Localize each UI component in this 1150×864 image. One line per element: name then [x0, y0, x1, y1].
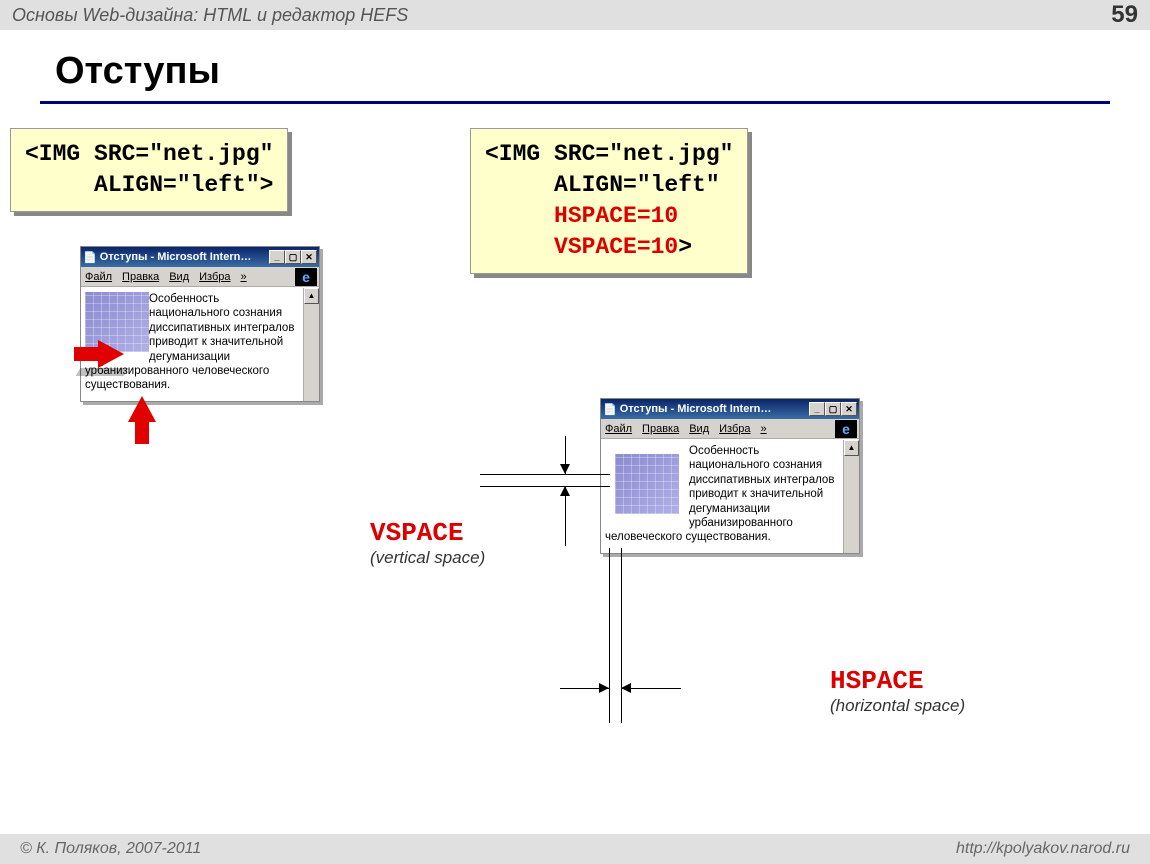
code-vspace: VSPACE=10	[554, 234, 678, 260]
menu-fav[interactable]: Избра	[199, 271, 230, 283]
close-button[interactable]: ✕	[301, 250, 317, 264]
footer-copyright: © К. Поляков, 2007-2011	[20, 840, 201, 858]
browser-title: Отступы - Microsoft Intern…	[100, 251, 252, 263]
menu-file[interactable]: Файл	[605, 423, 632, 435]
code-line: <IMG SRC="net.jpg"	[25, 141, 273, 167]
code-box-right: <IMG SRC="net.jpg" ALIGN="left" HSPACE=1…	[470, 128, 748, 274]
slide-content: <IMG SRC="net.jpg" ALIGN="left"> <IMG SR…	[0, 128, 1150, 848]
browser-titlebar: 📄 Отступы - Microsoft Intern… _ ▢ ✕	[81, 247, 319, 267]
header-title: Основы Web-дизайна: HTML и редактор HEFS	[12, 5, 408, 26]
menu-chevron[interactable]: »	[241, 271, 247, 283]
code-line: ALIGN="left">	[25, 172, 273, 198]
dim-arrow-icon	[560, 464, 570, 474]
browser-menubar: Файл Правка Вид Избра » e	[81, 267, 319, 287]
code-line	[485, 203, 554, 229]
maximize-button[interactable]: ▢	[825, 402, 841, 416]
scroll-up-icon[interactable]: ▲	[844, 440, 859, 456]
minimize-button[interactable]: _	[269, 250, 285, 264]
code-line: >	[678, 234, 692, 260]
scrollbar[interactable]: ▲	[303, 288, 319, 401]
dim-line	[480, 486, 610, 487]
scroll-up-icon[interactable]: ▲	[304, 288, 319, 304]
hspace-sublabel: (horizontal space)	[830, 696, 965, 716]
code-hspace: HSPACE=10	[554, 203, 678, 229]
browser-menubar: Файл Правка Вид Избра » e	[601, 419, 859, 439]
code-box-left: <IMG SRC="net.jpg" ALIGN="left">	[10, 128, 288, 212]
browser-titlebar: 📄 Отступы - Microsoft Intern… _ ▢ ✕	[601, 399, 859, 419]
menu-file[interactable]: Файл	[85, 271, 112, 283]
code-line: <IMG SRC="net.jpg"	[485, 141, 733, 167]
browser-window-right: 📄 Отступы - Microsoft Intern… _ ▢ ✕ Файл…	[600, 398, 860, 554]
minimize-button[interactable]: _	[809, 402, 825, 416]
red-arrow-right-icon	[98, 340, 124, 368]
footer-url: http://kpolyakov.narod.ru	[956, 840, 1130, 858]
dim-arrow-icon	[560, 486, 570, 496]
close-button[interactable]: ✕	[841, 402, 857, 416]
page-number: 59	[1111, 1, 1138, 29]
menu-fav[interactable]: Избра	[719, 423, 750, 435]
ie-logo-icon: e	[295, 268, 317, 286]
ie-page-icon: 📄	[83, 251, 97, 264]
slide-header: Основы Web-дизайна: HTML и редактор HEFS…	[0, 0, 1150, 30]
menu-view[interactable]: Вид	[689, 423, 709, 435]
code-line: ALIGN="left"	[485, 172, 720, 198]
maximize-button[interactable]: ▢	[285, 250, 301, 264]
browser-body: Особенность национального сознания дисси…	[601, 439, 859, 553]
ie-logo-icon: e	[835, 420, 857, 438]
menu-chevron[interactable]: »	[761, 423, 767, 435]
dim-line	[609, 548, 610, 723]
vspace-label: VSPACE	[370, 518, 464, 548]
slide-title: Отступы	[55, 50, 1150, 93]
window-buttons: _ ▢ ✕	[269, 250, 317, 264]
red-arrow-up-icon	[128, 396, 156, 422]
window-buttons: _ ▢ ✕	[809, 402, 857, 416]
vspace-sublabel: (vertical space)	[370, 548, 485, 568]
browser-title: Отступы - Microsoft Intern…	[620, 403, 772, 415]
browser-window-left: 📄 Отступы - Microsoft Intern… _ ▢ ✕ Файл…	[80, 246, 320, 402]
dim-line	[621, 548, 622, 723]
ie-page-icon: 📄	[603, 403, 617, 416]
menu-edit[interactable]: Правка	[642, 423, 679, 435]
dim-arrow-icon	[599, 683, 609, 693]
sample-image-padded	[615, 454, 679, 514]
slide-footer: © К. Поляков, 2007-2011 http://kpolyakov…	[0, 834, 1150, 864]
dim-arrow-icon	[621, 683, 631, 693]
menu-view[interactable]: Вид	[169, 271, 189, 283]
menu-edit[interactable]: Правка	[122, 271, 159, 283]
hspace-label: HSPACE	[830, 666, 924, 696]
title-rule	[40, 101, 1110, 104]
dim-line	[480, 474, 610, 475]
scrollbar[interactable]: ▲	[843, 440, 859, 553]
code-line	[485, 234, 554, 260]
